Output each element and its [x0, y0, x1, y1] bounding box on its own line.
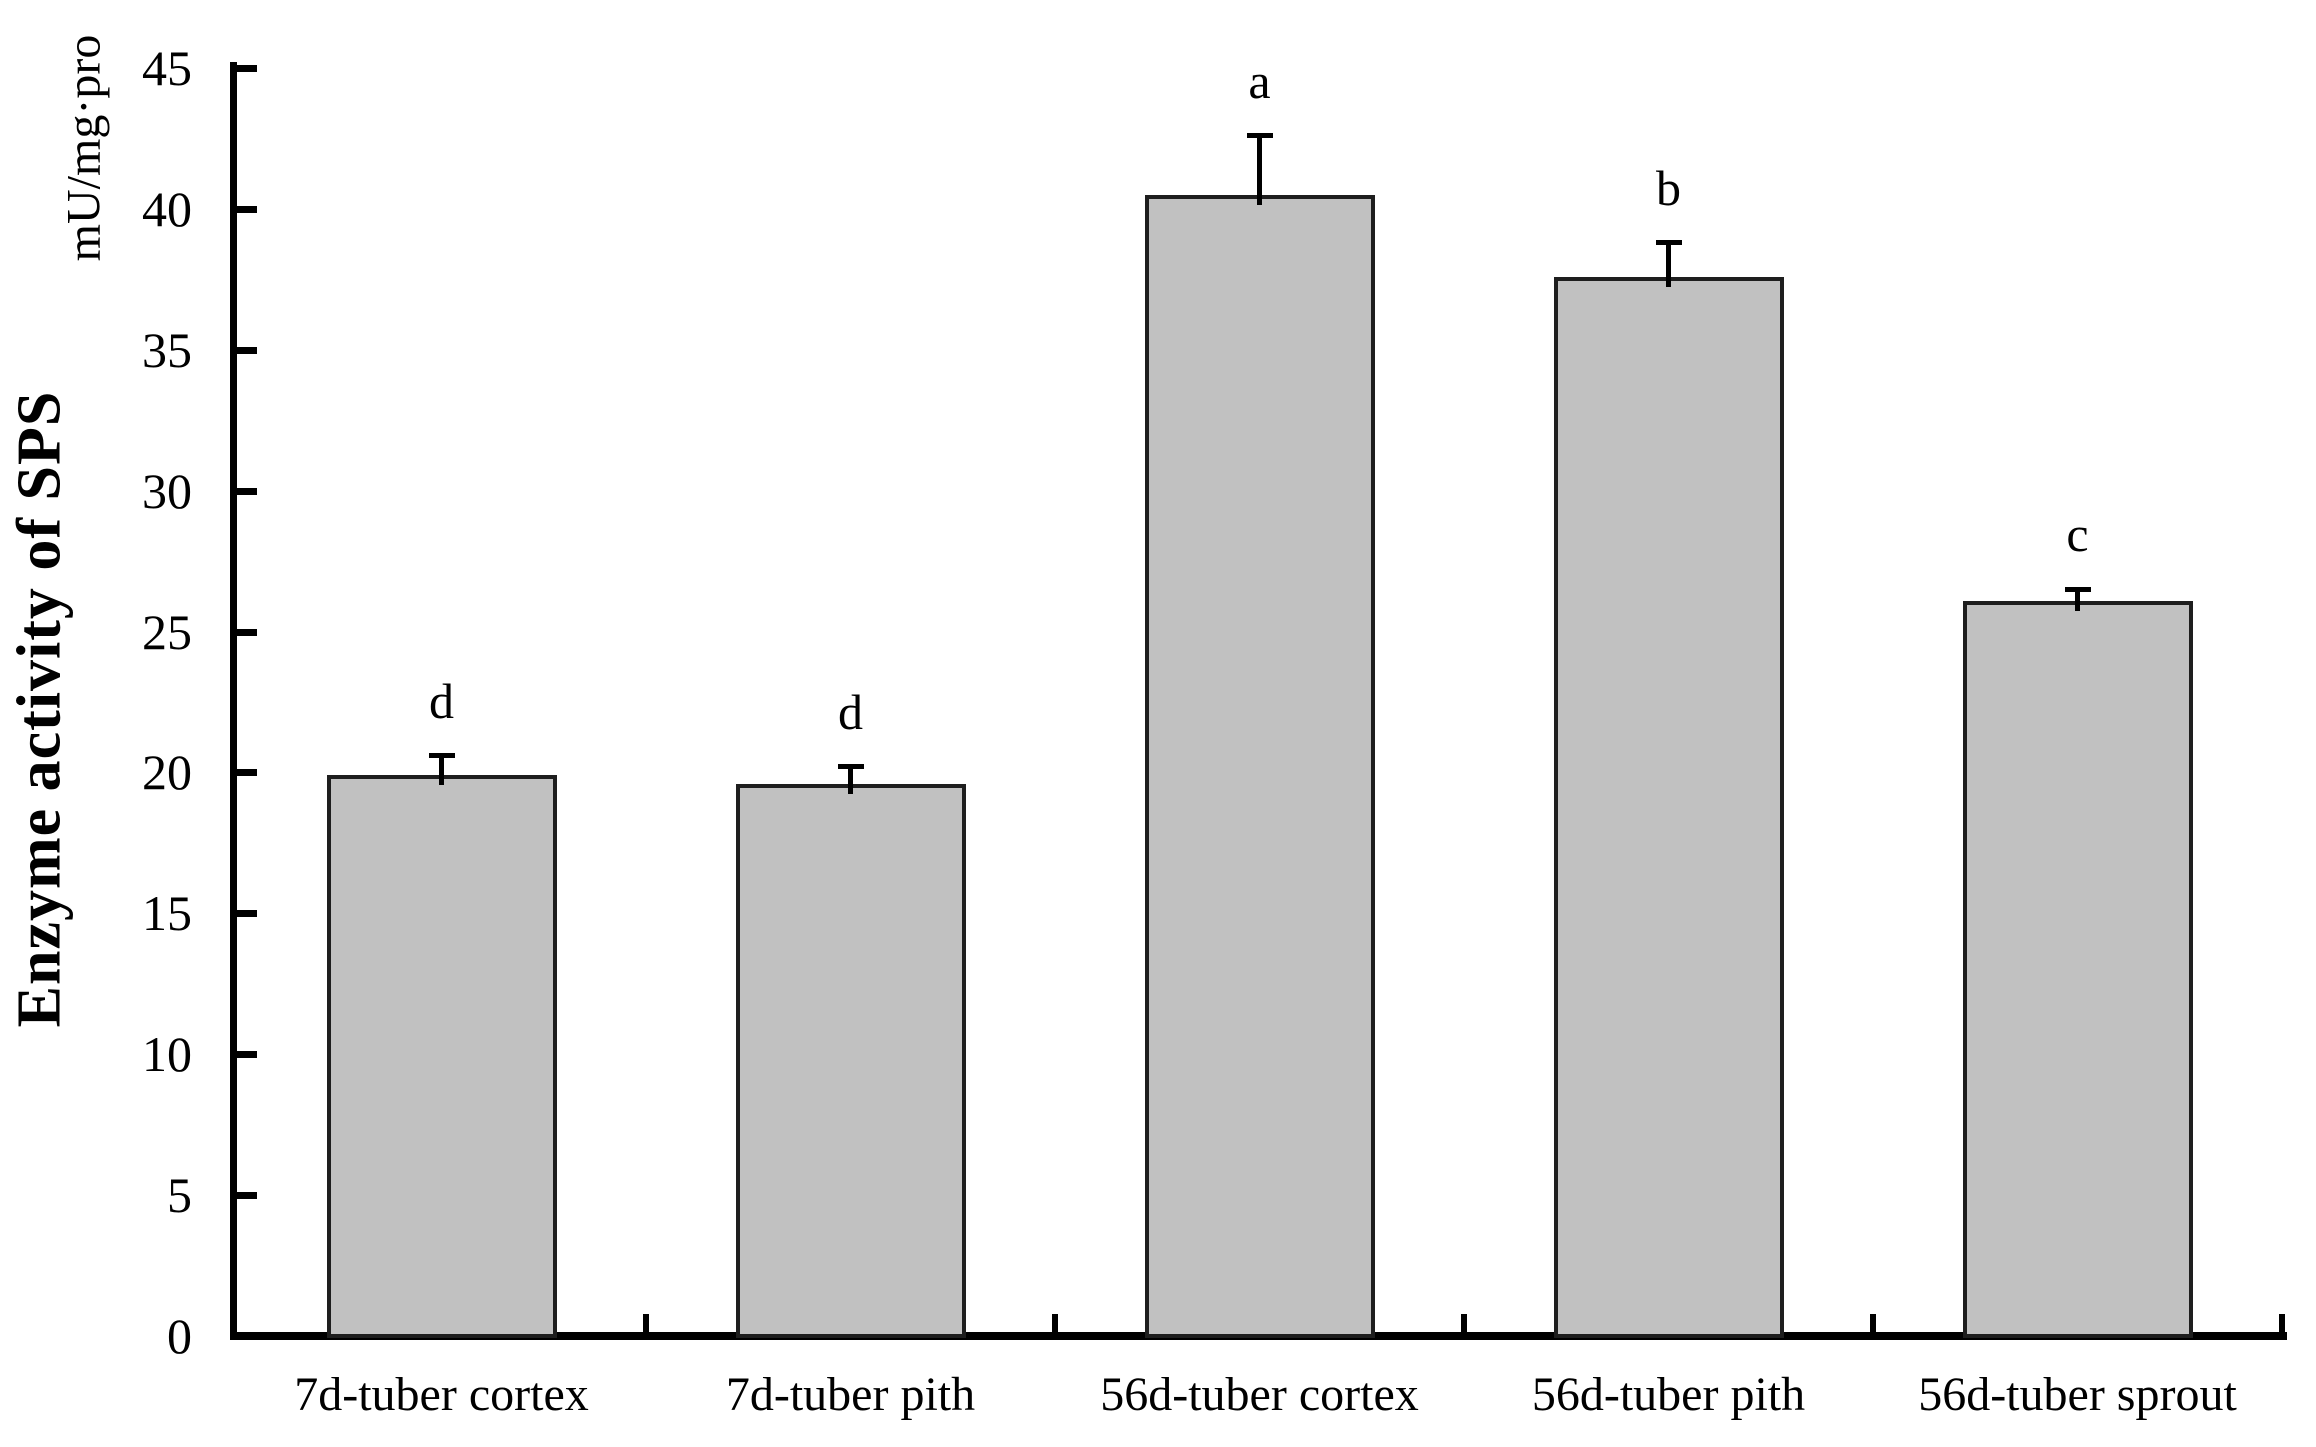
- error-bar-cap: [1246, 133, 1273, 139]
- x-axis-category-label: 7d-tuber cortex: [294, 1368, 589, 1421]
- error-bar-stem: [848, 766, 853, 794]
- error-bar-cap: [2064, 586, 2091, 592]
- y-axis-tick: [237, 65, 257, 72]
- significance-letter: d: [429, 672, 454, 729]
- x-axis-tick: [2279, 1314, 2285, 1332]
- error-bar-stem: [2075, 589, 2080, 611]
- y-axis-line: [230, 62, 237, 1340]
- y-axis-tick: [237, 769, 257, 777]
- x-axis-category-label: 56d-tuber cortex: [1100, 1368, 1419, 1421]
- y-axis-tick: [237, 1051, 257, 1059]
- y-axis-tick-label: 15: [142, 885, 192, 942]
- y-axis-tick-label: 45: [142, 40, 192, 96]
- error-bar-cap: [837, 764, 864, 770]
- y-axis-tick-label: 5: [167, 1167, 192, 1224]
- y-axis-tick: [237, 346, 257, 354]
- x-axis-tick: [1870, 1314, 1876, 1332]
- y-axis-tick-label: 10: [142, 1026, 192, 1083]
- x-axis-category-label: 56d-tuber sprout: [1918, 1368, 2237, 1421]
- significance-letter: d: [838, 683, 863, 740]
- significance-letter: c: [2066, 506, 2089, 563]
- y-axis-tick: [237, 205, 257, 213]
- error-bar-stem: [1257, 135, 1262, 205]
- y-axis-tick: [237, 487, 257, 495]
- y-axis-tick: [237, 910, 257, 918]
- y-axis-tick-label: 20: [142, 744, 192, 801]
- x-axis-tick: [643, 1314, 649, 1332]
- error-bar-cap: [428, 753, 455, 759]
- y-axis-tick: [237, 628, 257, 636]
- bar-56d-tuber-cortex: [1144, 194, 1375, 1338]
- bar-7d-tuber-pith: [735, 783, 966, 1338]
- error-bar-stem: [439, 755, 444, 786]
- x-axis-category-label: 56d-tuber pith: [1531, 1368, 1806, 1421]
- y-axis-tick-label: 25: [142, 603, 192, 660]
- error-bar-stem: [1666, 242, 1671, 287]
- bar-56d-tuber-sprout: [1962, 600, 2193, 1338]
- significance-letter: b: [1656, 159, 1681, 216]
- y-axis-tick-label: 30: [142, 462, 192, 519]
- error-bar-cap: [1655, 240, 1682, 246]
- y-axis-tick-label: 40: [142, 180, 192, 237]
- x-axis-tick: [1052, 1314, 1058, 1332]
- y-axis-tick: [237, 1192, 257, 1200]
- x-axis-tick: [1461, 1314, 1467, 1332]
- y-axis-tick-label: 35: [142, 321, 192, 378]
- bar-7d-tuber-cortex: [326, 775, 557, 1338]
- x-axis-category-label: 7d-tuber pith: [725, 1368, 976, 1421]
- significance-letter: a: [1248, 52, 1271, 109]
- bar-56d-tuber-pith: [1553, 276, 1784, 1338]
- y-axis-tick-label: 0: [167, 1308, 192, 1364]
